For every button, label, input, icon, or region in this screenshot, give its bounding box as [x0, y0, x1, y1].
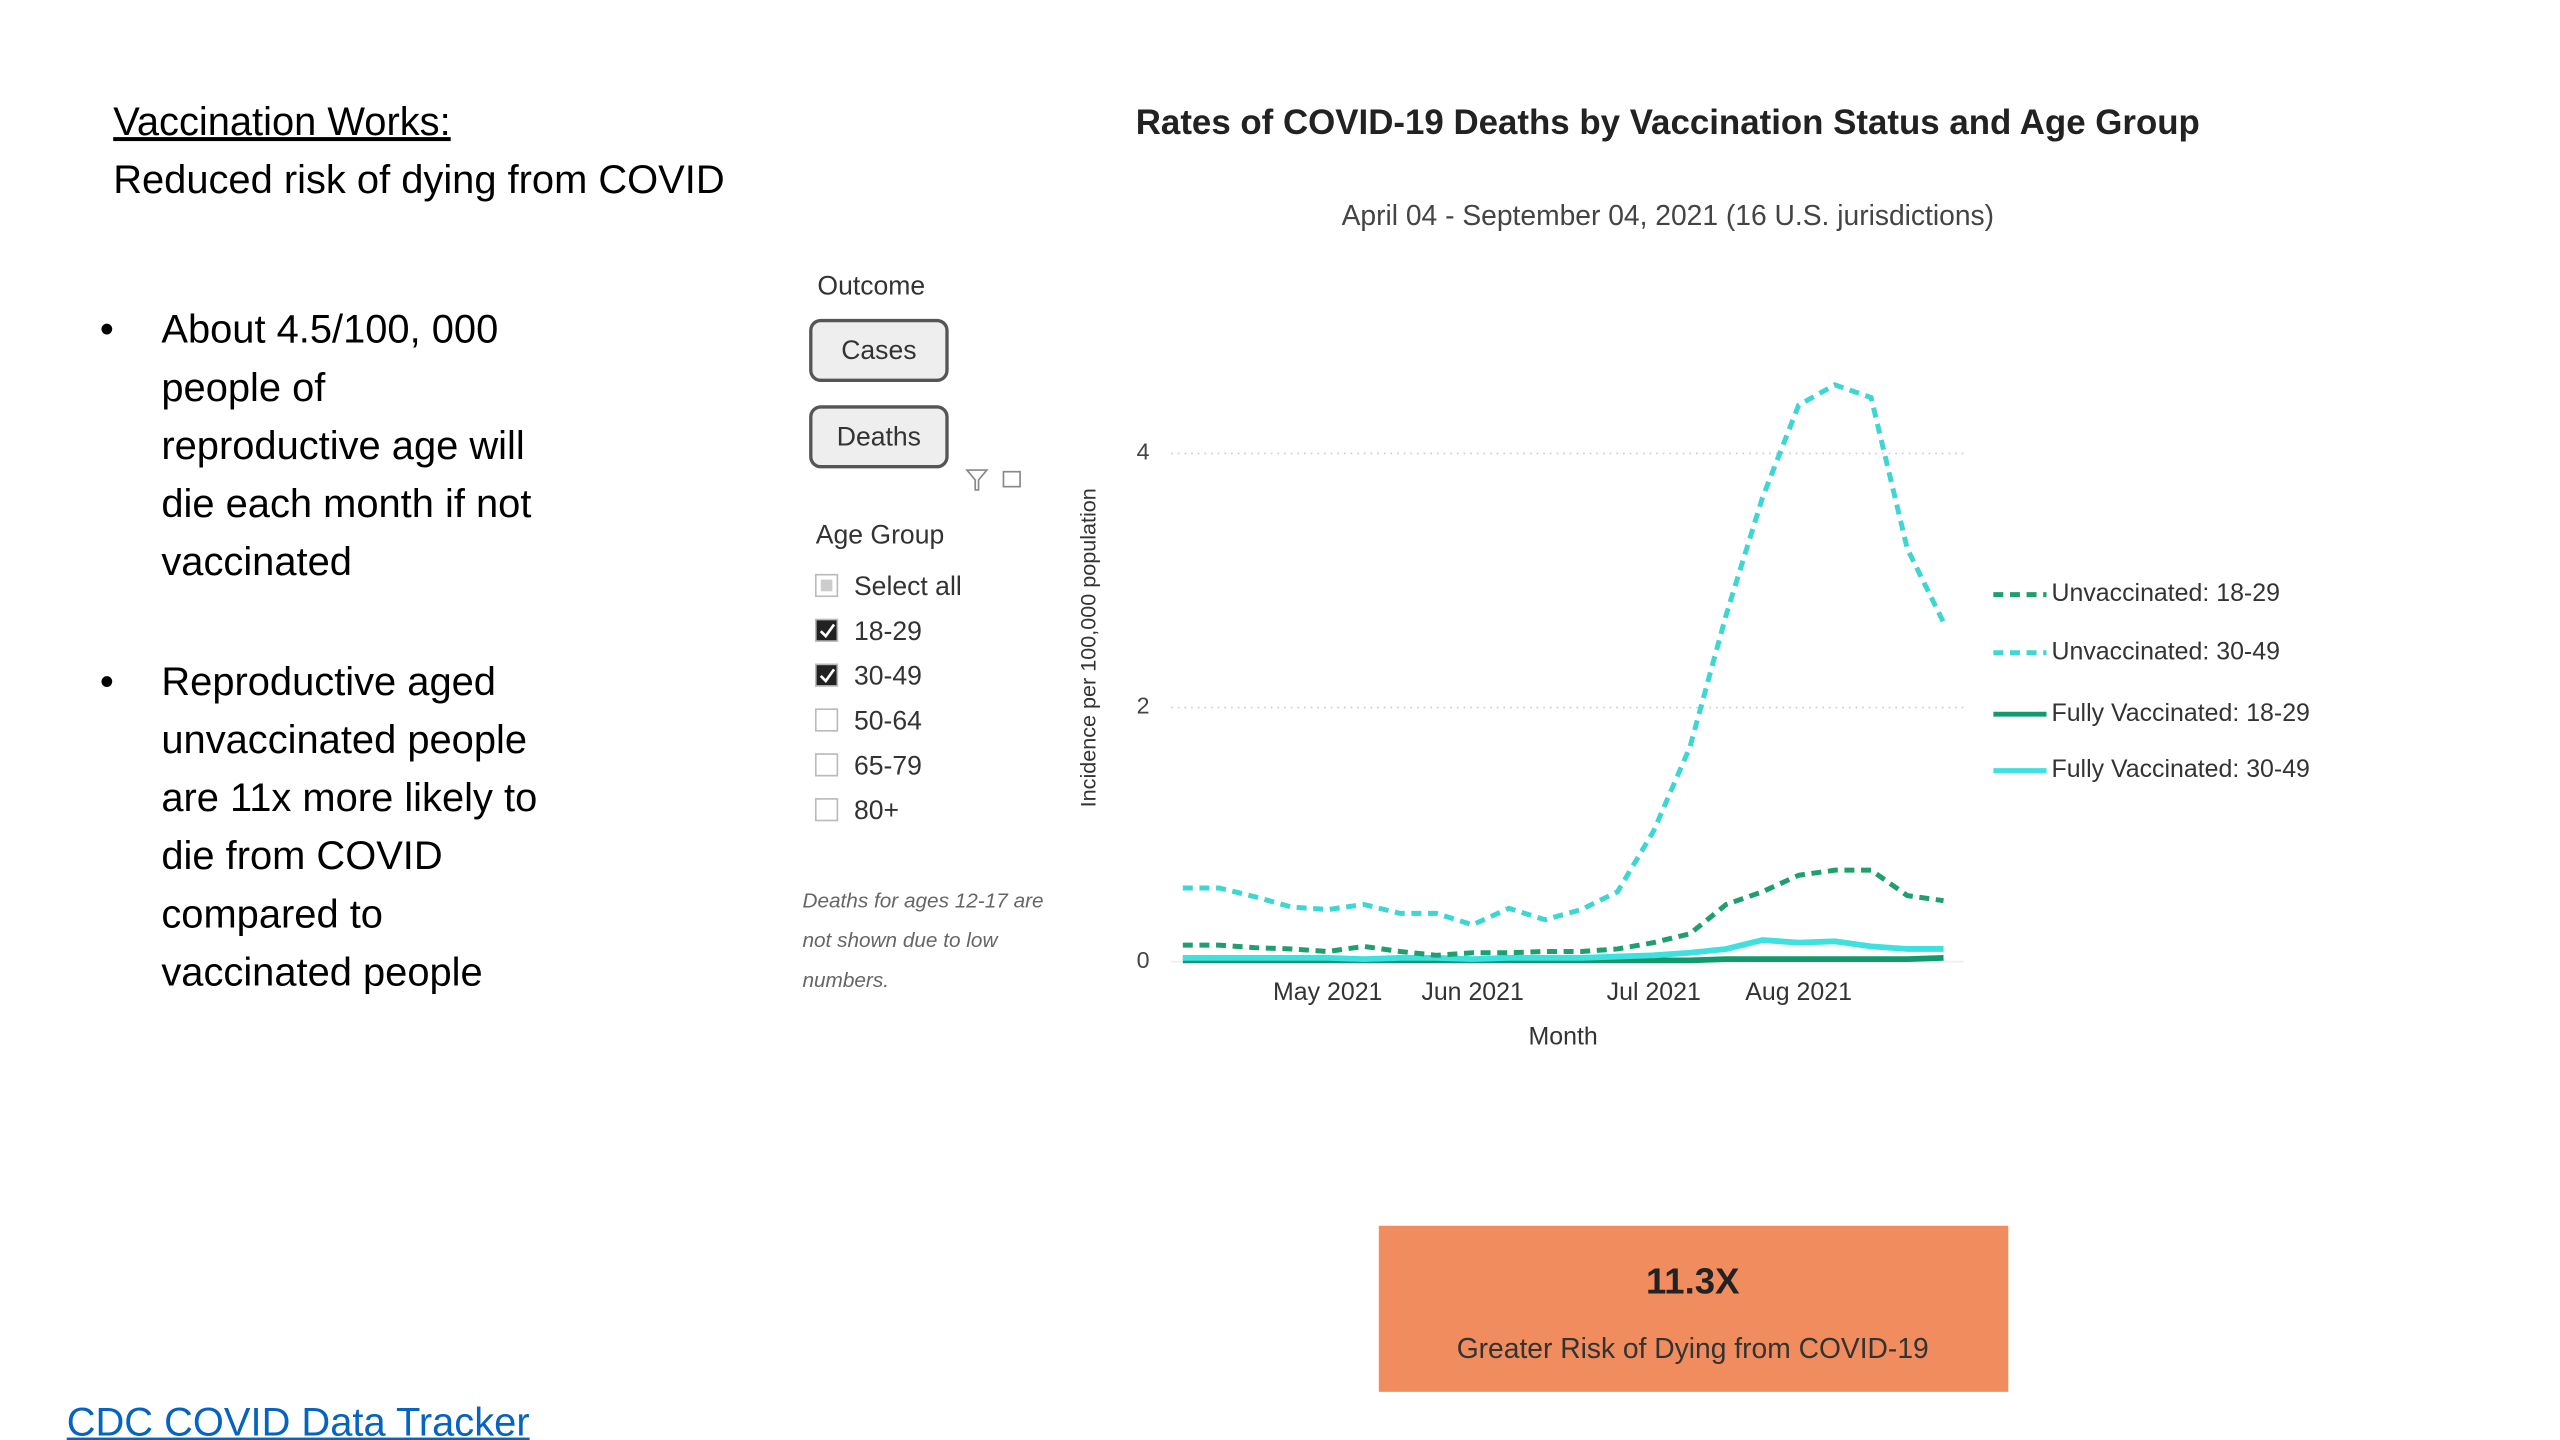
outcome-button[interactable] [809, 405, 949, 469]
y-tick-label: 4 [1137, 439, 1150, 465]
y-tick-label: 2 [1137, 693, 1150, 719]
filter-icon[interactable] [965, 469, 989, 491]
checkbox[interactable] [814, 798, 839, 822]
card-value: 11.3X [1646, 1261, 1740, 1302]
chart-title: Rates of COVID-19 Deaths by Vaccination … [1136, 103, 2200, 142]
bullet-line: unvaccinated people [161, 718, 527, 762]
bullet-line: Reproductive aged [161, 660, 496, 704]
legend-label: Fully Vaccinated: 18-29 [2051, 699, 2309, 727]
subheading: Reduced risk of dying from COVID [113, 158, 724, 202]
partial-mark [820, 579, 833, 592]
y-tick-label: 0 [1137, 947, 1150, 973]
bullet-line: vaccinated [161, 540, 352, 584]
checkbox[interactable] [814, 663, 839, 687]
outcome-button[interactable] [809, 318, 949, 383]
focus-icon[interactable] [1002, 470, 1021, 488]
checkbox-label[interactable]: Select all [854, 571, 962, 601]
bullet-line: vaccinated people [161, 950, 482, 994]
bullet-dot: • [100, 660, 114, 704]
y-axis-label: Incidence per 100,000 population [1076, 488, 1101, 807]
filter-icons[interactable] [965, 469, 1021, 491]
checkbox-label[interactable]: 18-29 [854, 616, 922, 646]
note-line: not shown due to low [802, 929, 999, 952]
checkbox[interactable] [814, 618, 839, 642]
x-tick-label: Jul 2021 [1607, 978, 1701, 1006]
legend-label: Unvaccinated: 18-29 [2051, 579, 2279, 607]
series-line [1182, 867, 1944, 958]
age-group-label: Age Group [816, 519, 944, 549]
outcome-label: Outcome [817, 270, 925, 300]
bullet-line: are 11x more likely to [161, 776, 537, 820]
chart-subtitle: April 04 - September 04, 2021 (16 U.S. j… [1342, 199, 1994, 231]
checkbox-label[interactable]: 80+ [854, 795, 899, 825]
x-tick-label: Jun 2021 [1421, 978, 1523, 1006]
checkbox-label[interactable]: 30-49 [854, 661, 922, 691]
link[interactable]: CDC COVID Data Tracker [67, 1401, 530, 1440]
series-line [1182, 937, 1944, 963]
checkbox[interactable] [814, 753, 839, 777]
bullet-line: die from COVID [161, 834, 442, 878]
checkbox-label[interactable]: 50-64 [854, 706, 922, 736]
checkbox[interactable] [814, 708, 839, 732]
checkbox-label[interactable]: 65-79 [854, 750, 922, 780]
x-tick-label: Aug 2021 [1745, 978, 1852, 1006]
bullet-line: reproductive age will [161, 424, 524, 468]
x-tick-label: May 2021 [1273, 978, 1382, 1006]
legend-label: Unvaccinated: 30-49 [2051, 637, 2279, 665]
x-axis-label: Month [1529, 1023, 1598, 1051]
note-line: Deaths for ages 12-17 are [802, 889, 1043, 912]
heading: Vaccination Works: [113, 100, 450, 144]
card-label: Greater Risk of Dying from COVID-19 [1457, 1332, 1929, 1364]
bullet-line: die each month if not [161, 482, 531, 526]
card [1378, 1225, 2009, 1392]
bullet-dot: • [100, 308, 114, 352]
bullet-line: people of [161, 366, 326, 410]
check-mark [819, 623, 836, 639]
bullet-line: About 4.5/100, 000 [161, 308, 498, 352]
check-mark [819, 668, 836, 684]
bullet-line: compared to [161, 892, 383, 936]
legend-label: Fully Vaccinated: 30-49 [2051, 755, 2309, 783]
note-line: numbers. [802, 969, 889, 992]
outcome-button-label[interactable]: Cases [841, 335, 916, 365]
outcome-button-label[interactable]: Deaths [837, 421, 921, 451]
